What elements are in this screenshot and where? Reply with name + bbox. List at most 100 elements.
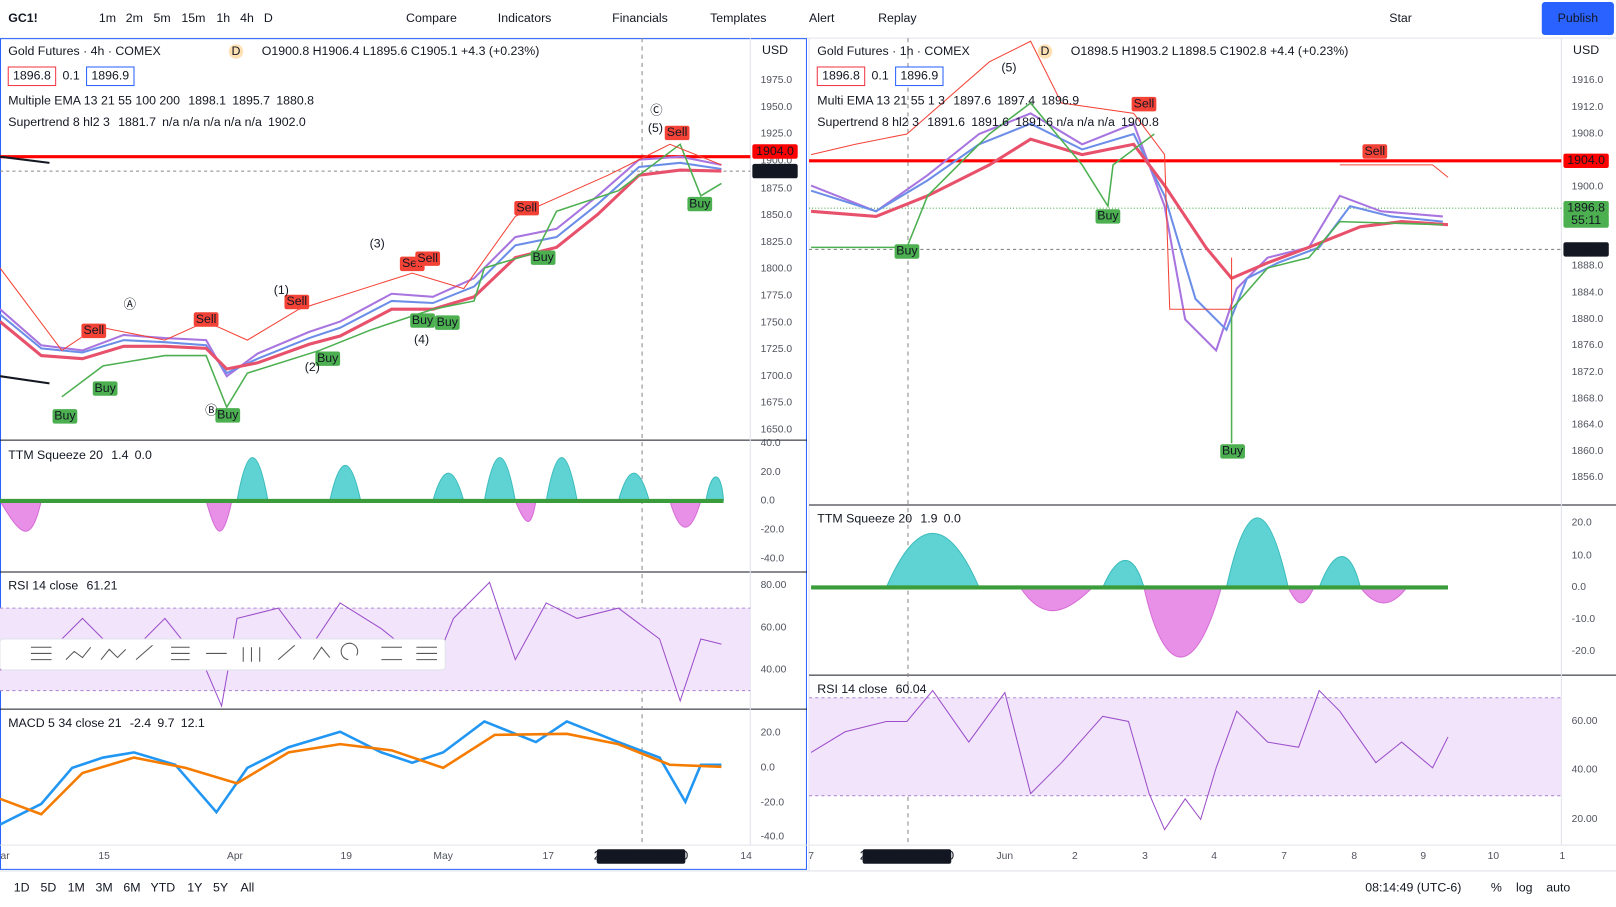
time-tick: Jun <box>997 851 1014 862</box>
toolbar-button[interactable]: Indicators <box>498 11 552 25</box>
price-tick: 1725.0 <box>761 344 793 355</box>
auto-toggle[interactable]: auto <box>1546 881 1570 895</box>
log-toggle[interactable]: log <box>1516 881 1533 895</box>
wave-label: Ⓐ <box>124 297 136 311</box>
price-tick: 1775.0 <box>761 291 793 302</box>
signal: Sell <box>287 294 308 308</box>
price-label: 1904.0 <box>1567 153 1605 167</box>
time-tick: 8 <box>1351 851 1357 862</box>
pane-name: TTM Squeeze 20 <box>817 512 912 526</box>
publish-button[interactable] <box>1541 2 1614 36</box>
signal: Sell <box>1134 96 1155 110</box>
range-button[interactable]: 3M <box>96 881 113 895</box>
pane-tick: -40.0 <box>761 832 785 843</box>
signal-box <box>530 250 556 265</box>
price-tick: 1650.0 <box>761 425 793 436</box>
range-button[interactable]: 1Y <box>187 881 202 895</box>
signal-box <box>315 351 341 366</box>
toolbar-button[interactable]: Replay <box>878 11 917 25</box>
left-chart-frame <box>0 38 807 870</box>
signal: Buy <box>412 313 434 327</box>
legend-value: 1891.6 <box>971 115 1009 129</box>
price-tick: 1900.0 <box>1572 181 1604 192</box>
wave-label: (1) <box>274 283 289 297</box>
pane-tick: 60.00 <box>1572 716 1598 727</box>
toolbar-button[interactable]: Financials <box>612 11 668 25</box>
signal: Sell <box>667 125 688 139</box>
badge <box>228 44 244 59</box>
price-tick: 1900.0 <box>761 156 793 167</box>
time-tick: 14 <box>740 851 752 862</box>
price-tick: 1800.0 <box>761 264 793 275</box>
legend-name: Multi EMA 13 21 55 1 3 <box>817 93 945 107</box>
time-tick: 4 <box>1211 851 1217 862</box>
price-tick: 1916.0 <box>1572 75 1604 86</box>
range-button[interactable]: 6M <box>123 881 140 895</box>
right-drawings <box>809 38 1616 846</box>
interval[interactable]: 15m <box>181 11 205 25</box>
range-button[interactable]: All <box>240 881 254 895</box>
time-tick: May <box>433 851 453 862</box>
legend-name: Supertrend 8 hl2 3 <box>8 115 110 129</box>
range-button[interactable]: 5D <box>41 881 57 895</box>
pane-value: -2.4 <box>130 716 151 730</box>
time-tick: 7 <box>1281 851 1287 862</box>
spread: 0.1 <box>63 69 80 83</box>
pane-value: 61.21 <box>87 579 118 593</box>
range-button[interactable]: YTD <box>150 881 175 895</box>
wave-label: (4) <box>414 332 429 346</box>
clock: 08:14:49 (UTC-6) <box>1365 881 1461 895</box>
price-tick: 1850.0 <box>761 210 793 221</box>
interval[interactable]: 1m <box>99 11 116 25</box>
star-button[interactable]: Star <box>1389 11 1412 25</box>
signal: Sell <box>417 251 438 265</box>
interval[interactable]: 5m <box>154 11 171 25</box>
pane-value: 1.9 <box>920 512 937 526</box>
range-button[interactable]: 1D <box>14 881 30 895</box>
signal: Buy <box>1222 444 1244 458</box>
bid-box <box>7 66 57 87</box>
ask: 1896.9 <box>900 69 938 83</box>
toolbar-button[interactable]: Compare <box>406 11 457 25</box>
price-label-box <box>1563 153 1609 169</box>
interval[interactable]: 2m <box>126 11 143 25</box>
toolbar-button[interactable]: Alert <box>809 11 835 25</box>
price-tick: 1875.0 <box>761 183 793 194</box>
pane-value: 1.4 <box>111 448 128 462</box>
time-tick: 1 <box>1560 851 1566 862</box>
legend-value: n/a n/a n/a n/a n/a <box>162 115 262 129</box>
symbol[interactable]: GC1! <box>8 11 38 25</box>
signal: Sell <box>1365 144 1386 158</box>
interval[interactable]: 1h <box>216 11 230 25</box>
range-button[interactable]: 1M <box>68 881 85 895</box>
price-label: 1890.6 <box>756 163 794 177</box>
signal-box <box>92 381 118 396</box>
signal: Buy <box>896 244 918 258</box>
pane-tick: 80.00 <box>761 580 787 591</box>
price-tick: 1975.0 <box>761 75 793 86</box>
currency: USD <box>762 43 788 57</box>
signal-box <box>284 294 310 310</box>
price-tick: 1872.0 <box>1572 367 1604 378</box>
range-button[interactable]: 5Y <box>213 881 228 895</box>
legend-value: 1895.7 <box>232 93 270 107</box>
price-label: 1896.8 <box>1567 200 1605 214</box>
pane-value: 0.0 <box>944 512 961 526</box>
interval[interactable]: D <box>264 11 273 25</box>
toolbar-button[interactable]: Templates <box>710 11 766 25</box>
ohlc: O1900.8 H1906.4 L1895.6 C1905.1 +4.3 (+0… <box>262 44 540 58</box>
pane-tick: -40.0 <box>761 553 785 564</box>
legend-value: 1897.4 <box>997 93 1035 107</box>
signal: Buy <box>437 315 459 329</box>
percent-toggle[interactable]: % <box>1491 881 1502 895</box>
interval[interactable]: 4h <box>240 11 254 25</box>
legend-value: 1897.6 <box>953 93 991 107</box>
pane-name: TTM Squeeze 20 <box>8 448 103 462</box>
pane-tick: 20.0 <box>761 728 781 739</box>
signal-box <box>215 408 241 423</box>
legend-value: 1902.0 <box>268 115 306 129</box>
signal: Buy <box>532 250 554 264</box>
publish-label[interactable]: Publish <box>1558 11 1599 25</box>
signal: Buy <box>317 351 339 365</box>
pane-value: 9.7 <box>157 716 174 730</box>
